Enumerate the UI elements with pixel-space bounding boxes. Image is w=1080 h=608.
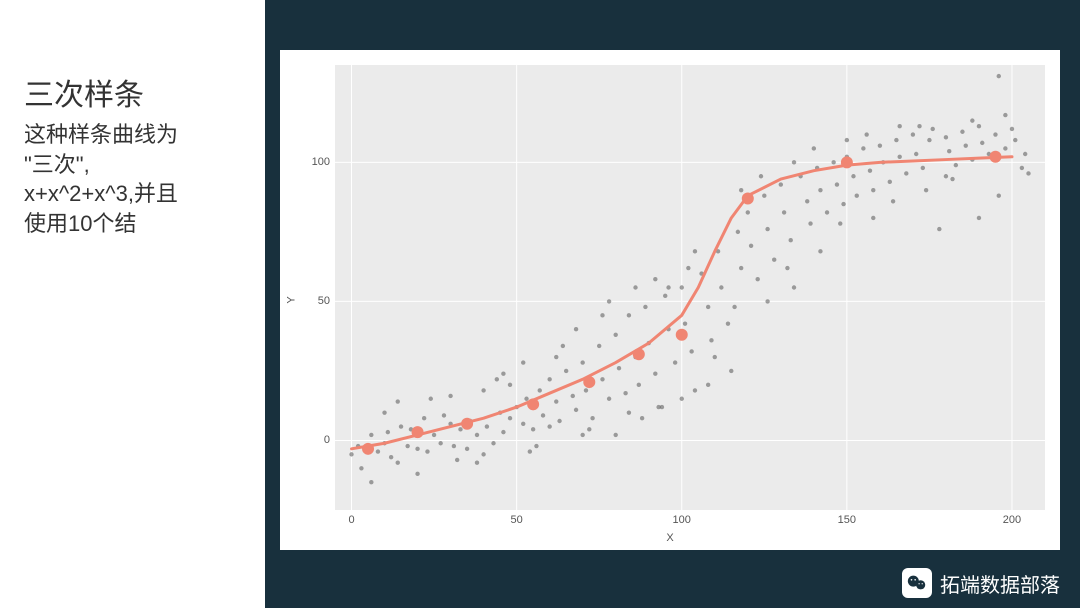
x-tick-label: 150: [838, 514, 856, 526]
chart-svg: [335, 65, 1045, 510]
x-tick-label: 0: [348, 514, 354, 526]
x-axis-label: X: [666, 532, 673, 544]
title-text: 三次样条: [24, 70, 254, 114]
y-tick-label: 50: [300, 295, 330, 307]
x-tick-label: 200: [1003, 514, 1021, 526]
wechat-icon: [902, 568, 932, 598]
plot-area: [335, 65, 1045, 510]
footer-brand: 拓端数据部落: [940, 569, 1060, 598]
chart-container: 0 50 100 0 50 100 150 200 X Y: [280, 50, 1060, 550]
footer: 拓端数据部落: [902, 568, 1060, 598]
desc-line-2: "三次",: [24, 152, 90, 177]
y-axis-label: Y: [286, 296, 298, 303]
y-tick-label: 0: [300, 434, 330, 446]
x-tick-label: 50: [511, 514, 523, 526]
page-root: 三次样条 这种样条曲线为 "三次", x+x^2+x^3,并且 使用10个结 0…: [0, 0, 1080, 608]
desc-line-4: 使用10个结: [24, 211, 136, 236]
desc-line-1: 这种样条曲线为: [24, 122, 178, 147]
text-panel: 三次样条 这种样条曲线为 "三次", x+x^2+x^3,并且 使用10个结: [24, 70, 254, 239]
desc-line-3: x+x^2+x^3,并且: [24, 181, 178, 206]
description-text: 这种样条曲线为 "三次", x+x^2+x^3,并且 使用10个结: [24, 120, 254, 239]
y-tick-label: 100: [300, 156, 330, 168]
x-tick-label: 100: [673, 514, 691, 526]
